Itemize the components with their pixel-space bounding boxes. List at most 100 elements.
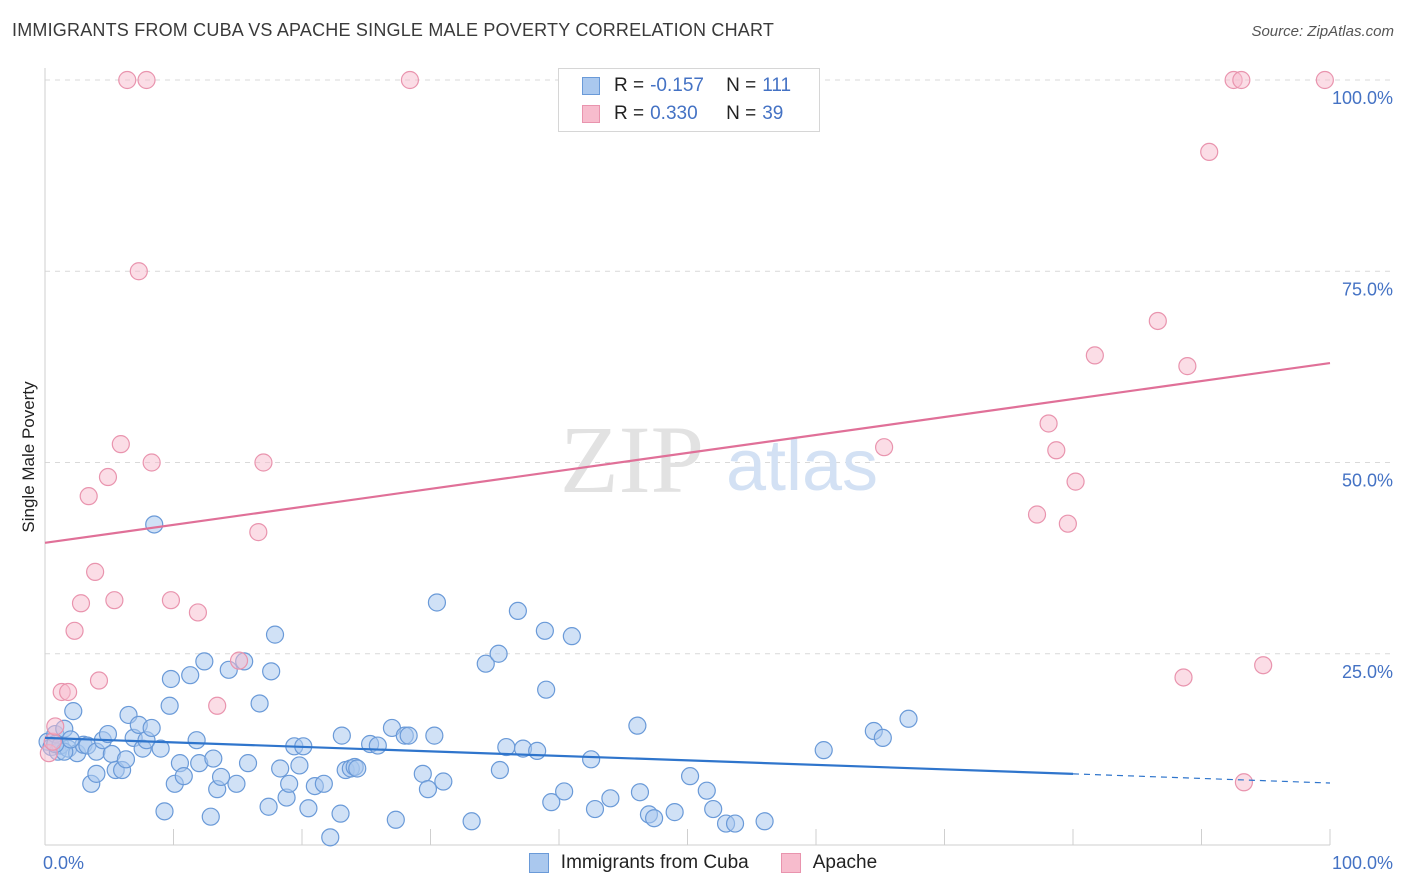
data-point-cuba — [262, 662, 281, 681]
legend-row-apache: R = 0.330 N = 39 — [582, 101, 784, 127]
data-point-apache — [1174, 668, 1193, 687]
data-point-apache — [137, 70, 156, 90]
data-point-cuba — [87, 764, 106, 783]
data-point-cuba — [98, 724, 118, 744]
data-point-apache — [1254, 656, 1273, 675]
data-point-apache — [400, 70, 420, 90]
legend-item-apache[interactable]: Apache — [780, 852, 878, 874]
data-point-apache — [59, 682, 78, 702]
tick-labels: 25.0% 50.0% 75.0% 100.0% 0.0% 100.0% — [43, 88, 1393, 873]
data-point-apache — [46, 717, 65, 736]
data-point-cuba — [145, 515, 164, 534]
series-cuba-points — [38, 515, 918, 847]
data-point-cuba — [814, 741, 833, 760]
data-point-apache — [1148, 311, 1167, 331]
legend-r-label: R = — [614, 103, 645, 124]
data-point-cuba — [116, 750, 136, 769]
data-point-cuba — [238, 754, 258, 773]
watermark-atlas: atlas — [726, 426, 878, 506]
y-tick-label: 100.0% — [1332, 88, 1393, 108]
legend-row-cuba: R = -0.157 N = 111 — [582, 73, 792, 99]
data-point-cuba — [271, 759, 290, 778]
data-point-cuba — [195, 652, 214, 671]
data-point-cuba — [725, 814, 745, 833]
data-point-apache — [1058, 514, 1077, 533]
data-point-cuba — [161, 669, 181, 689]
data-point-cuba — [368, 736, 387, 755]
data-point-cuba — [899, 709, 918, 728]
data-point-cuba — [427, 593, 447, 612]
x-tick-label: 100.0% — [1332, 853, 1393, 873]
data-point-apache — [229, 651, 249, 670]
data-point-cuba — [321, 828, 340, 847]
data-point-apache — [98, 467, 118, 487]
data-point-apache — [254, 453, 273, 472]
legend-r-value: 0.330 — [650, 103, 698, 124]
legend-n-value: 111 — [762, 75, 792, 96]
data-point-cuba — [201, 807, 220, 826]
data-point-apache — [129, 262, 148, 281]
legend-r-label: R = — [614, 75, 645, 96]
data-point-cuba — [155, 802, 174, 821]
data-point-cuba — [181, 666, 200, 685]
trend-line-cuba-extension — [1072, 773, 1331, 784]
legend-swatch-cuba — [582, 77, 600, 95]
data-point-cuba — [601, 789, 620, 808]
data-point-apache — [1232, 70, 1251, 90]
data-point-cuba — [585, 799, 605, 819]
data-point-cuba — [386, 810, 405, 829]
axes — [44, 68, 1331, 846]
data-point-apache — [142, 453, 161, 472]
legend-swatch-apache — [780, 853, 801, 873]
data-point-cuba — [537, 680, 556, 699]
data-point-apache — [86, 562, 105, 581]
legend-label-apache: Apache — [812, 852, 878, 873]
y-tick-label: 50.0% — [1342, 471, 1393, 491]
data-point-apache — [1039, 414, 1058, 433]
data-point-cuba — [628, 716, 647, 735]
data-point-apache — [1178, 357, 1197, 376]
data-point-cuba — [418, 780, 438, 799]
data-point-cuba — [299, 799, 318, 818]
legend-n-value: 39 — [762, 103, 784, 124]
data-point-cuba — [413, 764, 432, 783]
legend-swatch-apache — [582, 105, 600, 123]
data-point-apache — [208, 696, 227, 715]
data-point-cuba — [314, 774, 333, 793]
data-point-cuba — [227, 774, 246, 793]
data-point-cuba — [644, 809, 664, 828]
data-point-apache — [161, 591, 181, 610]
data-point-cuba — [555, 782, 574, 801]
data-point-cuba — [489, 644, 508, 663]
data-point-apache — [188, 603, 208, 622]
data-point-cuba — [873, 728, 892, 748]
data-point-cuba — [680, 767, 700, 786]
y-axis-label: Single Male Poverty — [19, 381, 38, 533]
x-tick-label: 0.0% — [43, 853, 84, 873]
data-point-apache — [1027, 505, 1047, 524]
data-point-cuba — [64, 702, 83, 721]
data-point-apache — [105, 591, 124, 610]
data-point-cuba — [490, 760, 509, 780]
data-point-apache — [1234, 773, 1254, 792]
data-point-cuba — [630, 783, 650, 802]
chart-title: IMMIGRANTS FROM CUBA VS APACHE SINGLE MA… — [12, 20, 775, 40]
watermark-zip: ZIP — [560, 406, 704, 513]
data-point-apache — [875, 438, 894, 457]
series-apache-points — [39, 70, 1334, 792]
series-legend: Immigrants from Cuba Apache — [0, 852, 1406, 874]
source-label: Source: ZipAtlas.com — [1251, 23, 1394, 40]
data-point-cuba — [187, 731, 206, 750]
data-point-cuba — [434, 772, 453, 791]
data-point-cuba — [562, 627, 581, 646]
data-point-cuba — [535, 621, 554, 640]
legend-item-cuba[interactable]: Immigrants from Cuba — [528, 852, 749, 874]
data-point-cuba — [704, 799, 723, 819]
data-point-cuba — [665, 803, 684, 822]
legend-n-label: N = — [726, 75, 757, 96]
data-point-cuba — [290, 756, 309, 775]
data-point-cuba — [280, 774, 299, 793]
data-point-apache — [65, 621, 84, 640]
legend-label-cuba: Immigrants from Cuba — [560, 852, 749, 873]
